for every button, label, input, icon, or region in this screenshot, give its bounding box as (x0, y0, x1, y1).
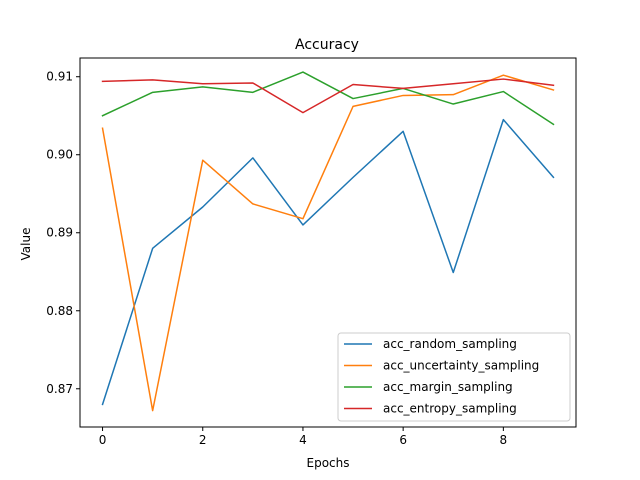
x-tick-label: 8 (500, 433, 508, 447)
series-line-acc-random-sampling (101, 118, 555, 406)
x-tick-label: 0 (99, 433, 107, 447)
y-tick-label: 0.87 (46, 382, 73, 396)
y-tick-label: 0.91 (46, 70, 73, 84)
legend-label: acc_random_sampling (383, 337, 517, 351)
legend-label: acc_entropy_sampling (383, 402, 517, 416)
y-axis-label: Value (19, 228, 33, 261)
x-axis-label: Epochs (307, 456, 350, 470)
legend-label: acc_margin_sampling (383, 380, 513, 394)
series-line-acc-entropy-sampling (101, 78, 555, 114)
y-tick-label: 0.89 (46, 226, 73, 240)
ticks-layer: 0 2 4 6 8 0.87 0.88 0.89 0.90 0.91 (46, 70, 507, 447)
series-line-acc-uncertainty-sampling (101, 74, 555, 412)
y-tick-label: 0.88 (46, 304, 73, 318)
x-tick-label: 2 (199, 433, 207, 447)
chart-title: Accuracy (295, 37, 359, 53)
legend-label: acc_uncertainty_sampling (383, 359, 539, 373)
axes-frame (79, 57, 577, 428)
legend: acc_random_sampling acc_uncertainty_sampl… (337, 332, 571, 422)
x-tick-label: 6 (399, 433, 407, 447)
x-tick-label: 4 (299, 433, 307, 447)
series-layer (101, 71, 555, 412)
y-tick-label: 0.90 (46, 148, 73, 162)
legend-box (337, 332, 571, 422)
series-line-acc-margin-sampling (101, 71, 555, 126)
